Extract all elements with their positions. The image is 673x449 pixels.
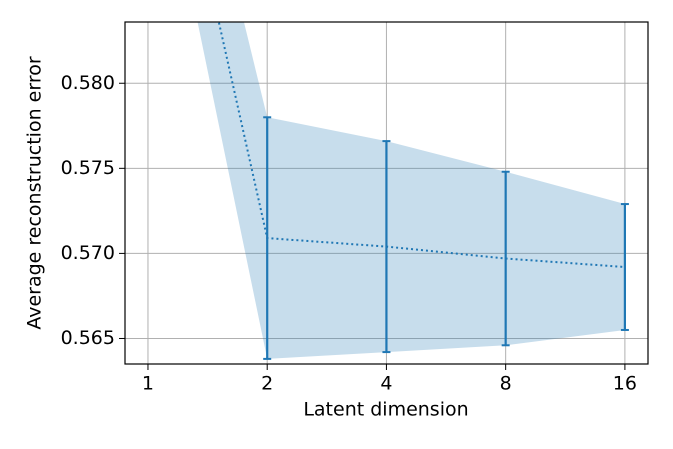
y-axis-label: Average reconstruction error — [24, 56, 46, 330]
x-axis-label: Latent dimension — [303, 399, 468, 421]
x-tick-label: 4 — [380, 373, 392, 395]
error-band — [197, 22, 625, 359]
x-tick-label: 2 — [261, 373, 273, 395]
error-bar — [501, 170, 510, 347]
y-tick-label: 0.580 — [61, 72, 115, 94]
y-tick-label: 0.570 — [61, 242, 115, 264]
ticks: 0.565 0.570 0.575 0.580 1 2 4 8 16 — [61, 72, 637, 395]
y-tick-label: 0.575 — [61, 157, 115, 179]
y-tick-label: 0.565 — [61, 327, 115, 349]
x-tick-label: 1 — [142, 373, 154, 395]
plot-area — [197, 22, 629, 360]
error-bar — [382, 140, 391, 354]
error-bar — [620, 203, 629, 331]
x-tick-label: 16 — [613, 373, 637, 395]
error-bar — [263, 116, 272, 360]
x-tick-label: 8 — [500, 373, 512, 395]
